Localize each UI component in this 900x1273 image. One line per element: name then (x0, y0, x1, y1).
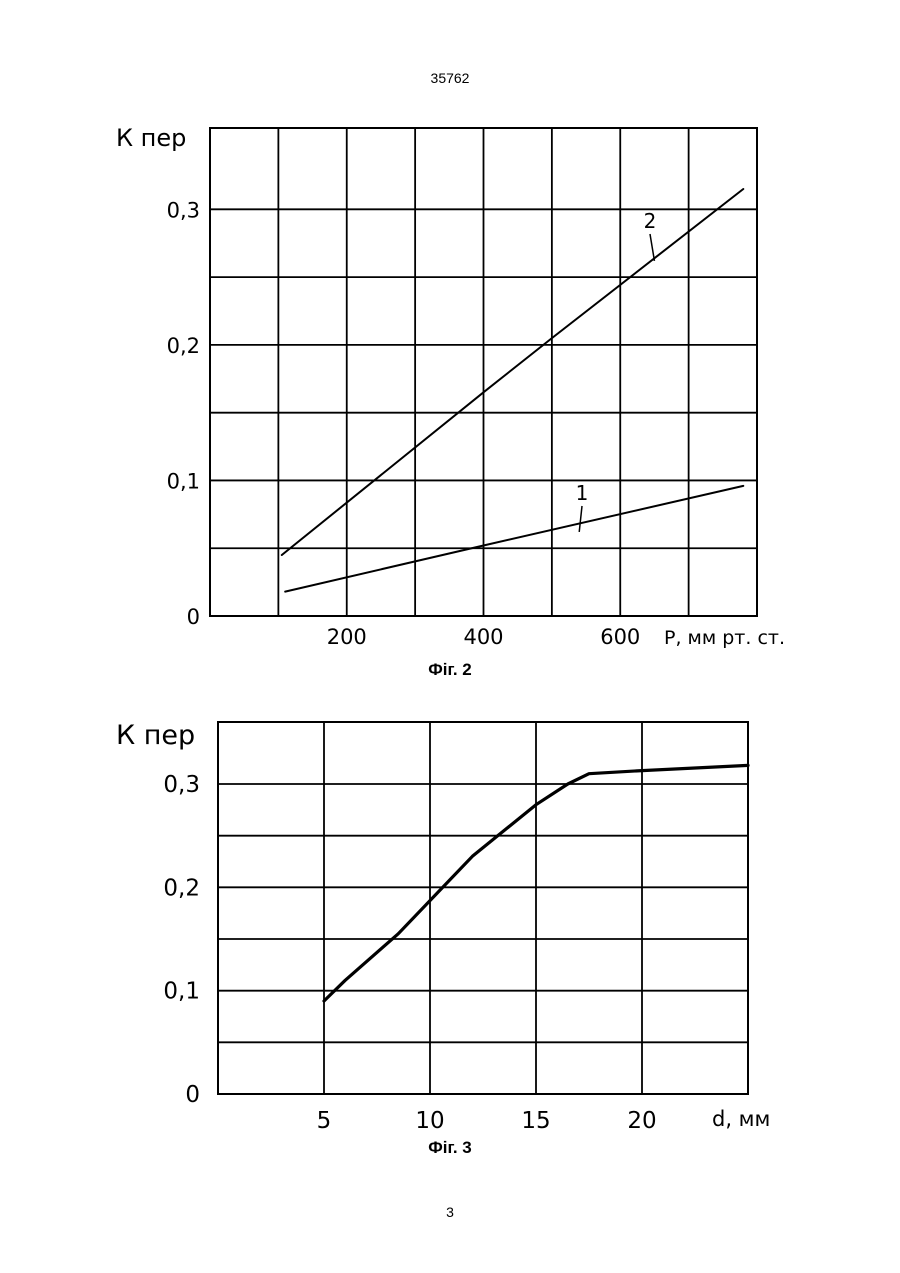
y-tick-label: 0,1 (167, 469, 200, 493)
y-tick-label: 0,1 (163, 979, 200, 1005)
y-tick-label: 0 (187, 605, 200, 629)
series-name-label: 2 (644, 209, 657, 233)
page-number: 3 (0, 1204, 900, 1220)
x-tick-label: 200 (327, 625, 367, 649)
figure-caption-fig2: Фіг. 2 (0, 660, 900, 680)
x-tick-label: 20 (627, 1108, 656, 1134)
y-axis-label: К пер (116, 124, 186, 152)
series-leader-line (650, 234, 654, 261)
y-tick-label: 0,2 (167, 334, 200, 358)
chart-fig2: 200 400 600 0 0,1 0,2 0,3 К пер P, мм рт. ст. 1 2 (116, 124, 785, 649)
figure-caption-fig3: Фіг. 3 (0, 1138, 900, 1158)
x-axis-label: P, мм рт. ст. (664, 627, 785, 649)
y-tick-label: 0,2 (163, 875, 200, 901)
y-axis-label: К пер (116, 720, 195, 751)
y-tick-label: 0,3 (167, 198, 200, 222)
x-tick-label: 600 (600, 625, 640, 649)
chart-fig3: 5 10 15 20 0 0,1 0,2 0,3 К пер d, мм (116, 720, 770, 1134)
x-tick-label: 10 (415, 1108, 444, 1134)
series-line-2 (282, 189, 744, 555)
y-tick-label: 0 (185, 1082, 200, 1108)
plot-frame (218, 722, 748, 1094)
series-line-1 (285, 486, 743, 592)
x-tick-label: 15 (521, 1108, 550, 1134)
series-leader-line (579, 506, 582, 532)
x-tick-label: 400 (463, 625, 503, 649)
series-name-label: 1 (576, 481, 589, 505)
x-tick-label: 5 (317, 1108, 332, 1134)
y-tick-label: 0,3 (163, 772, 200, 798)
x-axis-label: d, мм (712, 1107, 770, 1131)
